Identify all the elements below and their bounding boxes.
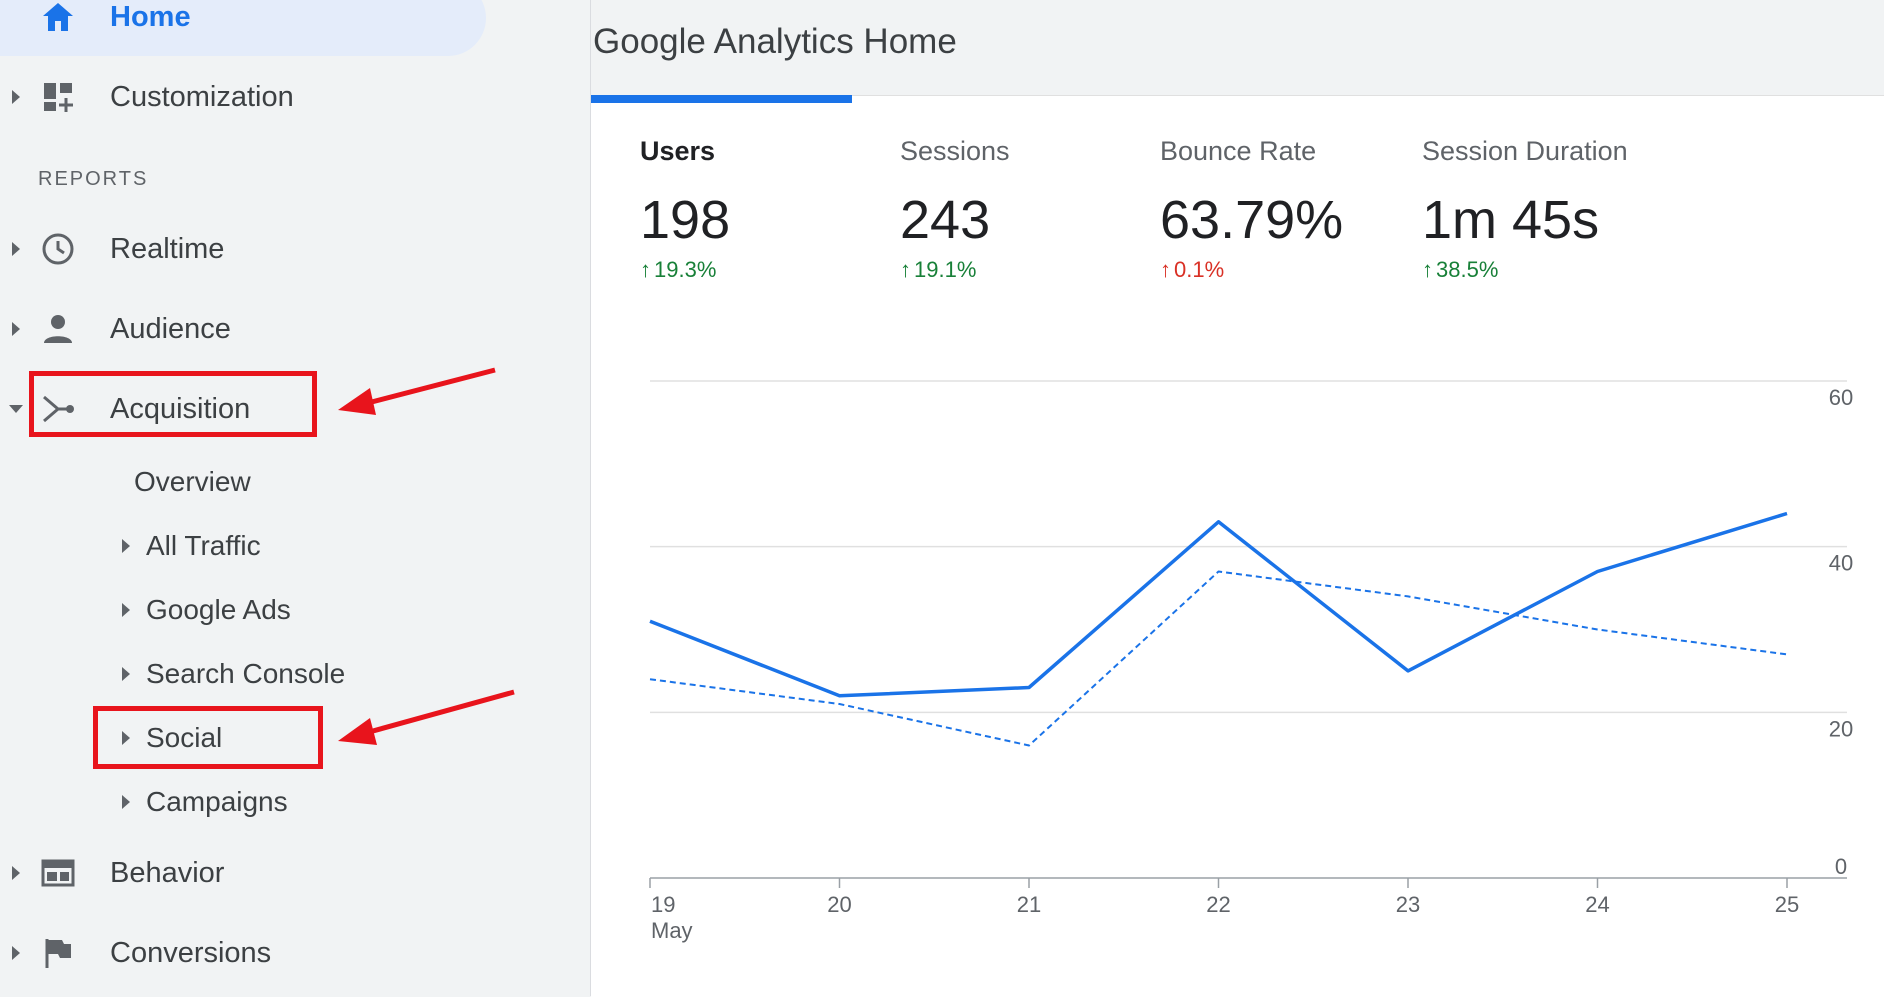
flag-icon — [40, 935, 76, 971]
caret-right-icon — [122, 539, 130, 553]
nav-sub-label-campaigns: Campaigns — [146, 786, 288, 817]
arrow-up-icon: ↑ — [1160, 257, 1171, 282]
nav-item-behavior[interactable]: Behavior — [0, 843, 560, 903]
caret-right-icon — [122, 795, 130, 809]
person-icon — [40, 311, 76, 347]
acquisition-icon — [40, 391, 76, 427]
nav-item-acquisition[interactable]: Acquisition — [0, 379, 560, 439]
x-tick-label: 22 — [1206, 892, 1230, 917]
home-icon — [40, 0, 76, 35]
metric-change-value: 38.5% — [1436, 257, 1499, 282]
sidebar: Home Customization REPORTS Realtime Audi… — [0, 0, 591, 996]
nav-item-realtime[interactable]: Realtime — [0, 219, 560, 279]
metric-value: 243 — [900, 190, 991, 250]
annotation-box-social — [93, 706, 323, 769]
nav-sub-label-all-traffic: All Traffic — [146, 530, 261, 561]
caret-right-icon — [12, 242, 20, 256]
metric-label: Sessions — [900, 136, 1010, 166]
chart-grid — [649, 380, 1847, 888]
main-content: Google Analytics Home Users 198 ↑ 19.3% … — [591, 0, 1884, 997]
x-tick-label: 23 — [1396, 892, 1420, 917]
metric-value: 63.79% — [1160, 190, 1344, 250]
series-line-previous — [649, 570, 1788, 747]
y-tick-label: 60 — [1829, 385, 1853, 410]
metric-label: Bounce Rate — [1160, 136, 1317, 166]
metric-label: Session Duration — [1422, 136, 1628, 166]
metric-tab-sessions[interactable]: Sessions 243 ↑ 19.1% — [900, 136, 1160, 283]
overview-card: Users 198 ↑ 19.3% Sessions 243 ↑ 19.1% B… — [591, 95, 1884, 997]
page-title: Google Analytics Home — [593, 22, 957, 61]
behavior-icon — [40, 855, 76, 891]
metric-change: ↑ 38.5% — [1422, 257, 1682, 283]
arrow-up-icon: ↑ — [640, 257, 651, 282]
nav-sub-item-social[interactable]: Social — [0, 713, 560, 763]
metric-change-value: 19.1% — [914, 257, 977, 282]
nav-sub-item-overview[interactable]: Overview — [0, 457, 560, 507]
y-tick-label: 0 — [1835, 854, 1847, 879]
nav-label-customization: Customization — [110, 80, 294, 113]
nav-item-customization[interactable]: Customization — [0, 67, 560, 127]
customization-icon — [40, 79, 76, 115]
nav-sub-label-google-ads: Google Ads — [146, 594, 291, 625]
active-tab-indicator — [591, 95, 852, 103]
nav-sub-item-all-traffic[interactable]: All Traffic — [0, 521, 560, 571]
nav-sub-item-search-console[interactable]: Search Console — [0, 649, 560, 699]
metric-change: ↑ 0.1% — [1160, 257, 1420, 283]
caret-right-icon — [12, 866, 20, 880]
chart-labels: 0 20 40 60 19 20 21 22 23 24 25 May — [651, 385, 1853, 943]
reports-section-label: REPORTS — [38, 168, 149, 190]
metric-value: 198 — [640, 190, 731, 250]
x-sublabel: May — [651, 918, 693, 943]
nav-label-behavior: Behavior — [110, 856, 225, 889]
nav-sub-label-social: Social — [146, 722, 223, 753]
x-tick-label: 21 — [1017, 892, 1041, 917]
metric-tab-session-duration[interactable]: Session Duration 1m 45s ↑ 38.5% — [1422, 136, 1682, 283]
caret-right-icon — [12, 322, 20, 336]
x-tick-label: 20 — [827, 892, 851, 917]
arrow-up-icon: ↑ — [900, 257, 911, 282]
x-tick-label: 24 — [1585, 892, 1609, 917]
x-tick-label: 25 — [1775, 892, 1799, 917]
series-line-current — [649, 511, 1788, 698]
nav-sub-item-campaigns[interactable]: Campaigns — [0, 777, 560, 827]
caret-right-icon — [122, 667, 130, 681]
caret-down-icon — [9, 405, 23, 413]
users-line-chart: 0 20 40 60 19 20 21 22 23 24 25 May — [649, 380, 1853, 943]
nav-label-conversions: Conversions — [110, 936, 272, 969]
nav-home-highlight — [0, 0, 486, 56]
nav-item-home[interactable]: Home — [0, 0, 560, 47]
metric-value: 1m 45s — [1422, 190, 1600, 250]
caret-right-icon — [12, 90, 20, 104]
metric-tab-users[interactable]: Users 198 ↑ 19.3% — [640, 136, 900, 283]
clock-icon — [40, 231, 76, 267]
y-tick-label: 20 — [1829, 716, 1853, 741]
annotation-box-acquisition — [29, 371, 317, 437]
metric-change: ↑ 19.1% — [900, 257, 1160, 283]
metric-label: Users — [640, 136, 716, 166]
arrow-up-icon: ↑ — [1422, 257, 1433, 282]
metric-tab-bounce-rate[interactable]: Bounce Rate 63.79% ↑ 0.1% — [1160, 136, 1420, 283]
nav-item-conversions[interactable]: Conversions — [0, 923, 560, 983]
nav-label-acquisition: Acquisition — [110, 392, 251, 425]
annotation-arrow-social — [338, 689, 515, 745]
caret-right-icon — [122, 731, 130, 745]
caret-right-icon — [122, 603, 130, 617]
nav-item-audience[interactable]: Audience — [0, 299, 560, 359]
annotation-arrow-acquisition — [338, 367, 496, 415]
nav-label-home: Home — [110, 0, 191, 33]
nav-label-audience: Audience — [110, 312, 231, 345]
x-tick-label: 19 — [651, 892, 675, 917]
chart-lines — [649, 511, 1788, 747]
metric-change: ↑ 19.3% — [640, 257, 900, 283]
metric-change-value: 0.1% — [1174, 257, 1225, 282]
caret-right-icon — [12, 946, 20, 960]
y-tick-label: 40 — [1829, 551, 1853, 576]
nav-label-realtime: Realtime — [110, 232, 225, 265]
nav-sub-label-search-console: Search Console — [146, 658, 346, 689]
metric-change-value: 19.3% — [654, 257, 717, 282]
nav-sub-item-google-ads[interactable]: Google Ads — [0, 585, 560, 635]
nav-sub-label-overview: Overview — [134, 466, 251, 497]
